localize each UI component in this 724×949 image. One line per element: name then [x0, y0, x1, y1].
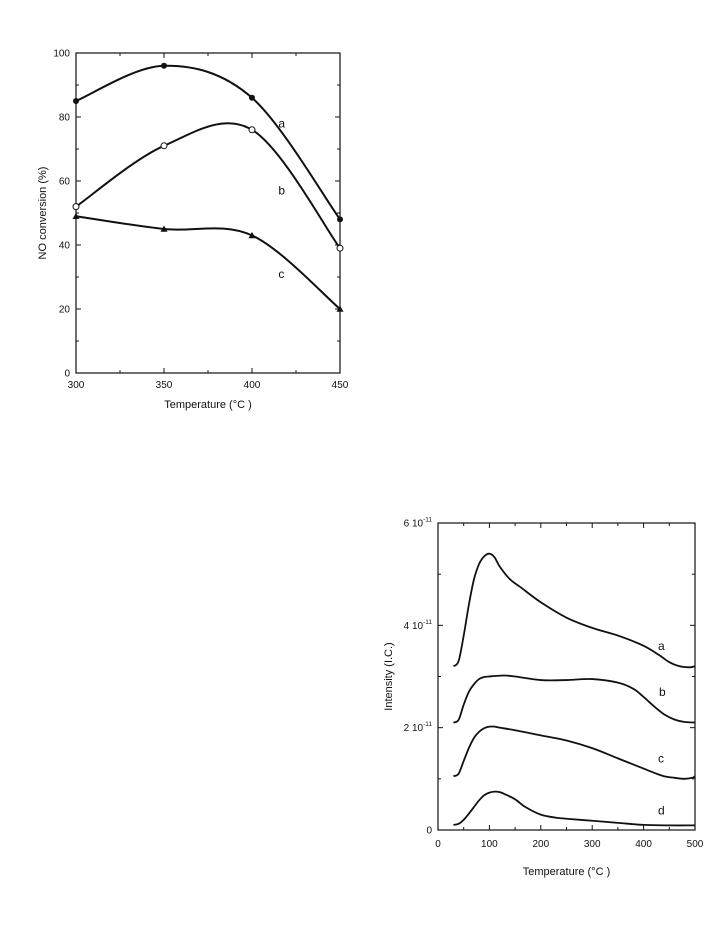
chart2-x-tick-label: 300 — [584, 839, 601, 850]
chart1-point-a — [249, 94, 255, 101]
chart1-y-axis-label: NO conversion (%) — [37, 167, 49, 260]
chart1-point-a — [73, 98, 79, 104]
chart1-x-tick-label: 400 — [244, 380, 261, 391]
chart2-y-tick-label: 2 10-11 — [404, 721, 433, 734]
chart1-point-b — [160, 142, 168, 150]
chart2-x-tick-label: 0 — [435, 839, 441, 850]
chart1-curve-label-a: a — [278, 116, 285, 130]
chart2-series-line-c — [453, 725, 696, 780]
chart1-y-tick-label: 40 — [59, 241, 71, 252]
no-conversion-chart: 300 350 400 450 0 20 40 60 80 100 a b c Temperature… — [37, 49, 349, 412]
chart1-point-c — [160, 225, 168, 232]
chart1-y-tick-label: 0 — [64, 369, 70, 380]
chart2-curve-label-c: c — [658, 751, 664, 765]
chart2-series-line-a — [452, 552, 696, 669]
chart2-x-tick-label: 100 — [481, 839, 498, 850]
chart1-y-tick-label: 60 — [59, 177, 71, 188]
chart1-x-tick-label: 450 — [332, 380, 349, 391]
chart1-plot-frame — [75, 52, 341, 374]
chart2-y-tick-label: 4 10-11 — [404, 619, 433, 632]
chart1-curve-label-b: b — [278, 184, 285, 198]
chart1-series: a b c — [72, 62, 344, 312]
chart2-y-tick-label: 0 — [426, 826, 432, 837]
chart1-x-tick-label: 300 — [68, 380, 85, 391]
chart2-series-line-d — [453, 790, 696, 827]
intensity-chart: 0 100 200 300 400 500 0 2 10-11 4 10-11 6 10-11 a… — [383, 517, 704, 879]
chart2-curve-label-a: a — [658, 639, 665, 653]
chart1-point-c — [336, 305, 344, 312]
chart2-curve-label-d: d — [658, 804, 665, 818]
chart1-ticks: 300 350 400 450 0 20 40 60 80 100 — [53, 49, 348, 392]
chart1-point-b — [248, 126, 256, 134]
chart1-x-axis-label: Temperature (°C ) — [164, 399, 252, 411]
chart1-point-b — [72, 203, 80, 211]
chart2-x-tick-label: 200 — [532, 839, 549, 850]
chart1-curve-label-c: c — [278, 267, 284, 281]
chart1-y-tick-label: 20 — [59, 305, 71, 316]
chart2-ticks: 0 100 200 300 400 500 0 2 10-11 4 10-11 6 10-11 — [404, 517, 704, 851]
chart2-x-tick-label: 400 — [635, 839, 652, 850]
chart1-series-line-c — [75, 215, 341, 310]
chart2-series-line-b — [453, 674, 696, 724]
chart2-y-axis-label: Intensity (I.C.) — [383, 642, 395, 710]
chart2-y-tick-label: 6 10-11 — [404, 517, 433, 530]
chart1-series-line-a — [75, 64, 341, 220]
chart2-x-tick-label: 500 — [687, 839, 704, 850]
chart1-point-a — [337, 216, 343, 223]
chart1-point-b — [336, 244, 344, 252]
chart1-point-a — [161, 62, 167, 69]
chart1-series-line-b — [75, 122, 341, 249]
chart1-point-c — [72, 212, 80, 219]
chart2-curve-label-b: b — [659, 685, 666, 699]
chart1-y-tick-label: 100 — [53, 49, 70, 60]
chart2-series: a b c d — [452, 552, 696, 827]
chart1-point-c — [248, 231, 256, 239]
chart1-x-tick-label: 350 — [156, 380, 173, 391]
chart1-y-tick-label: 80 — [59, 113, 71, 124]
chart2-x-axis-label: Temperature (°C ) — [523, 866, 611, 878]
